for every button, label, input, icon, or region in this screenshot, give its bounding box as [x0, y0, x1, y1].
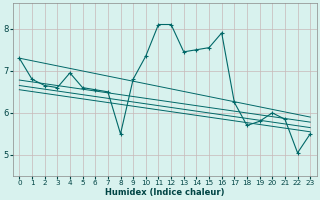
X-axis label: Humidex (Indice chaleur): Humidex (Indice chaleur)	[105, 188, 225, 197]
